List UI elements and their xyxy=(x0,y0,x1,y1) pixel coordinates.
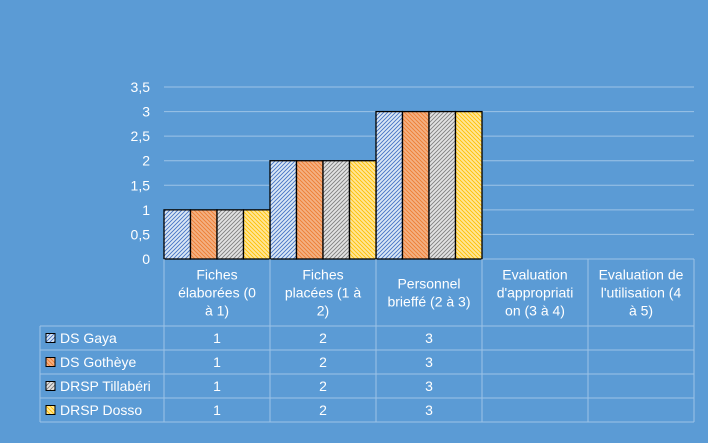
legend-label: DS Gaya xyxy=(60,330,117,346)
table-cell-value: 1 xyxy=(213,354,221,370)
y-tick-label: 1 xyxy=(142,202,150,218)
legend-label: DRSP Dosso xyxy=(60,402,142,418)
category-label: l'utilisation (4 xyxy=(601,285,682,301)
data-table: Fiches élaborées (0 à 1) Fiches placées (1 à… xyxy=(39,259,695,423)
category-label: brieffé (2 à 3) xyxy=(387,294,470,310)
table-cell-value: 2 xyxy=(319,378,327,394)
bar xyxy=(375,110,404,260)
y-tick-label: 0,5 xyxy=(131,226,151,242)
table-cell-value: 2 xyxy=(319,402,327,418)
y-tick-label: 2 xyxy=(142,153,150,169)
table-cell-value: 1 xyxy=(213,402,221,418)
table-cell-value: 3 xyxy=(425,330,433,346)
category-label: d'appropriati xyxy=(497,285,574,301)
bar xyxy=(242,209,271,260)
category-label: Fiches xyxy=(302,267,343,283)
y-tick-label: 3 xyxy=(142,104,150,120)
bar xyxy=(269,160,298,260)
bar xyxy=(428,110,457,260)
bar xyxy=(163,209,192,260)
bar xyxy=(189,209,218,260)
table-cell-value: 3 xyxy=(425,402,433,418)
y-tick-label: 2,5 xyxy=(131,128,151,144)
category-label: Evaluation xyxy=(502,267,567,283)
category-label: à 1) xyxy=(205,303,229,319)
y-axis: 0 0,5 1 1,5 2 2,5 3 3,5 xyxy=(131,79,151,267)
category-label: on (3 à 4) xyxy=(505,303,565,319)
y-tick-label: 1,5 xyxy=(131,177,151,193)
y-tick-label: 0 xyxy=(142,251,150,267)
category-label: Evaluation de xyxy=(599,267,684,283)
table-cell-value: 2 xyxy=(319,354,327,370)
bar xyxy=(216,209,245,260)
category-label: à 5) xyxy=(629,303,653,319)
table-cell-value: 3 xyxy=(425,378,433,394)
category-label: Personnel xyxy=(397,276,460,292)
legend-key xyxy=(45,357,56,367)
legend-label: DRSP Tillabéri xyxy=(60,378,151,394)
bar xyxy=(322,160,351,260)
category-label: élaborées (0 xyxy=(178,285,256,301)
table-cell-value: 1 xyxy=(213,378,221,394)
category-label: 2) xyxy=(317,303,329,319)
legend-key xyxy=(45,381,56,391)
legend-label: DS Gothèye xyxy=(60,354,136,370)
table-cell-value: 1 xyxy=(213,330,221,346)
bars xyxy=(163,110,483,260)
table-cell-value: 3 xyxy=(425,354,433,370)
bar xyxy=(401,110,430,260)
bar xyxy=(295,160,324,260)
category-label: placées (1 à xyxy=(285,285,361,301)
y-tick-label: 3,5 xyxy=(131,79,151,95)
legend-key xyxy=(45,333,56,343)
table-cell-value: 2 xyxy=(319,330,327,346)
legend-key xyxy=(45,405,56,415)
category-label: Fiches xyxy=(196,267,237,283)
bar xyxy=(348,160,377,260)
bar xyxy=(454,110,483,260)
